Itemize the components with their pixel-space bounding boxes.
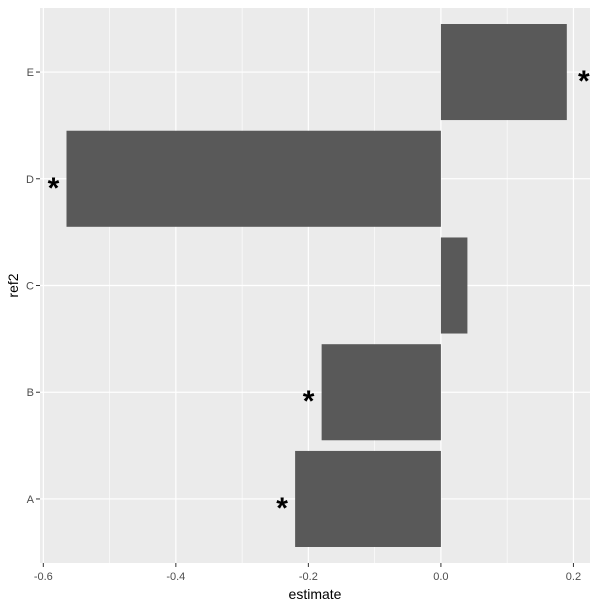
bar-D bbox=[66, 130, 441, 227]
significance-star-A: * bbox=[276, 492, 288, 525]
x-tick-label: -0.4 bbox=[166, 571, 185, 583]
y-tick-label: C bbox=[26, 281, 34, 293]
significance-layer: * * * * bbox=[48, 65, 590, 525]
y-tick-label: E bbox=[27, 67, 34, 79]
y-tick-label: B bbox=[27, 387, 34, 399]
bar-C bbox=[440, 237, 468, 334]
x-tick-label: 0.0 bbox=[433, 571, 448, 583]
bar-E bbox=[440, 24, 567, 121]
bars-layer bbox=[66, 24, 567, 547]
x-tick-label: -0.6 bbox=[34, 571, 53, 583]
y-axis: A B C D E bbox=[26, 67, 40, 506]
bar-A bbox=[295, 450, 441, 547]
significance-star-E: * bbox=[578, 65, 590, 98]
x-tick-label: -0.2 bbox=[299, 571, 318, 583]
y-tick-label: D bbox=[26, 174, 34, 186]
y-tick-label: A bbox=[27, 494, 35, 506]
y-axis-title: ref2 bbox=[5, 273, 21, 297]
x-tick-label: 0.2 bbox=[566, 571, 581, 583]
x-axis-title: estimate bbox=[289, 586, 342, 602]
significance-star-B: * bbox=[303, 385, 315, 418]
significance-star-D: * bbox=[48, 172, 60, 205]
x-axis: -0.6 -0.4 -0.2 0.0 0.2 bbox=[34, 563, 581, 583]
bar-B bbox=[321, 344, 441, 441]
